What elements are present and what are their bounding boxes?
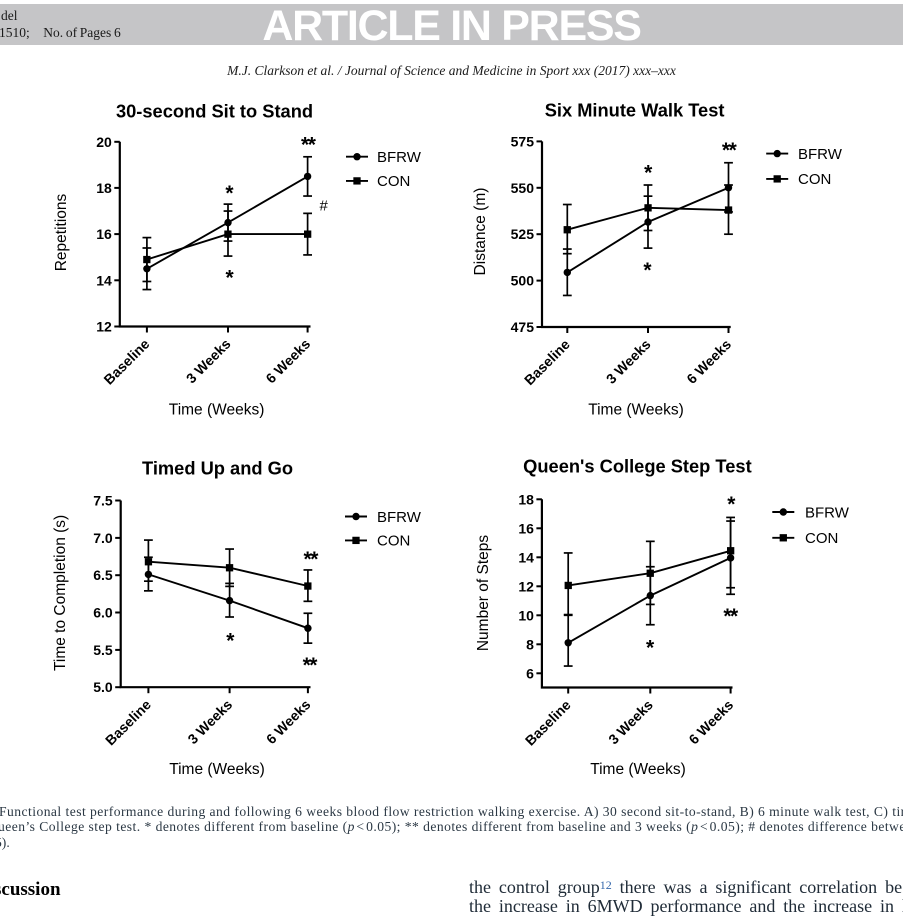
- svg-text:3 Weeks: 3 Weeks: [183, 335, 234, 386]
- svg-text:6 Weeks: 6 Weeks: [263, 696, 314, 747]
- svg-text:**: **: [304, 548, 320, 571]
- svg-text:Time (Weeks): Time (Weeks): [169, 401, 265, 418]
- svg-text:10: 10: [518, 607, 534, 623]
- svg-text:*: *: [644, 162, 653, 185]
- svg-text:Distance (m): Distance (m): [472, 188, 489, 276]
- svg-text:6.5: 6.5: [93, 567, 113, 583]
- svg-text:**: **: [722, 139, 738, 162]
- svg-text:14: 14: [518, 549, 534, 565]
- svg-text:12: 12: [518, 578, 534, 594]
- svg-text:*: *: [226, 266, 235, 289]
- svg-text:7.5: 7.5: [93, 493, 113, 509]
- svg-text:*: *: [225, 182, 234, 205]
- svg-text:3 Weeks: 3 Weeks: [605, 696, 656, 747]
- svg-text:3 Weeks: 3 Weeks: [184, 696, 235, 747]
- svg-text:Baseline: Baseline: [100, 335, 152, 387]
- svg-text:BFRW: BFRW: [377, 509, 422, 526]
- svg-text:3 Weeks: 3 Weeks: [603, 336, 654, 387]
- svg-text:6: 6: [526, 665, 534, 681]
- svg-text:5.0: 5.0: [93, 679, 113, 695]
- svg-text:16: 16: [518, 520, 534, 536]
- svg-text:Queen's College Step Test: Queen's College Step Test: [523, 456, 752, 477]
- svg-text:16: 16: [96, 226, 112, 242]
- svg-text:8: 8: [526, 636, 534, 652]
- svg-text:20: 20: [96, 134, 112, 150]
- svg-text:30-second Sit to Stand: 30-second Sit to Stand: [116, 100, 313, 121]
- svg-text:Repetitions: Repetitions: [53, 193, 70, 271]
- svg-text:**: **: [303, 654, 319, 677]
- svg-text:CON: CON: [805, 530, 838, 547]
- svg-text:BFRW: BFRW: [377, 149, 422, 166]
- svg-text:475: 475: [511, 319, 535, 335]
- svg-text:550: 550: [511, 180, 535, 196]
- svg-text:18: 18: [96, 180, 112, 196]
- svg-text:6 Weeks: 6 Weeks: [685, 696, 736, 747]
- svg-text:7.0: 7.0: [93, 530, 113, 546]
- svg-text:6 Weeks: 6 Weeks: [683, 336, 734, 387]
- svg-text:*: *: [226, 629, 235, 652]
- svg-text:Baseline: Baseline: [102, 696, 154, 748]
- svg-text:Time to Completion (s): Time to Completion (s): [52, 515, 69, 671]
- svg-text:525: 525: [511, 226, 535, 242]
- svg-text:500: 500: [511, 273, 535, 289]
- svg-text:Time (Weeks): Time (Weeks): [588, 401, 684, 418]
- svg-text:*: *: [643, 259, 652, 282]
- svg-text:CON: CON: [377, 173, 410, 190]
- svg-text:Time (Weeks): Time (Weeks): [169, 761, 265, 778]
- svg-text:*: *: [646, 637, 655, 660]
- svg-text:CON: CON: [798, 171, 831, 188]
- svg-text:Six Minute Walk Test: Six Minute Walk Test: [545, 100, 725, 121]
- svg-text:Number of Steps: Number of Steps: [475, 535, 492, 652]
- svg-text:CON: CON: [377, 533, 410, 550]
- svg-text:5.5: 5.5: [93, 642, 113, 658]
- svg-text:18: 18: [518, 491, 534, 507]
- svg-text:**: **: [301, 134, 317, 157]
- svg-text:BFRW: BFRW: [798, 146, 843, 163]
- svg-text:Baseline: Baseline: [521, 336, 573, 388]
- svg-text:Timed Up and Go: Timed Up and Go: [142, 458, 293, 479]
- svg-text:BFRW: BFRW: [805, 504, 850, 521]
- svg-text:Time (Weeks): Time (Weeks): [590, 761, 686, 778]
- svg-text:**: **: [723, 605, 739, 628]
- svg-text:#: #: [320, 198, 329, 215]
- svg-text:14: 14: [96, 272, 112, 288]
- svg-text:Baseline: Baseline: [522, 696, 574, 748]
- svg-text:6.0: 6.0: [93, 605, 113, 621]
- svg-text:*: *: [727, 493, 736, 516]
- svg-text:575: 575: [511, 133, 535, 149]
- svg-text:6 Weeks: 6 Weeks: [262, 335, 313, 386]
- svg-text:12: 12: [96, 319, 112, 335]
